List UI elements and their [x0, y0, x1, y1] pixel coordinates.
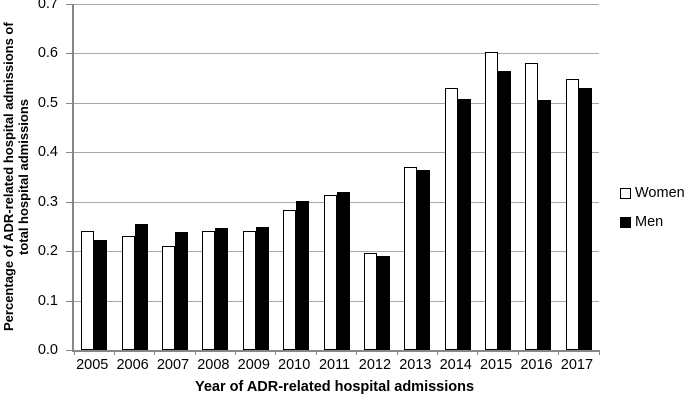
bar-group-2015 — [478, 51, 518, 350]
x-tick-label-2017: 2017 — [560, 357, 594, 373]
bar-men-2016 — [538, 100, 552, 350]
legend: Women Men — [620, 185, 685, 230]
bar-women-2014 — [444, 87, 458, 350]
bar-women-2016 — [525, 62, 539, 350]
x-tick-6 — [315, 350, 317, 355]
x-tick-label-2012: 2012 — [358, 357, 392, 373]
bar-group-2007 — [155, 232, 195, 350]
bar-group-2008 — [195, 228, 235, 350]
y-tick-0.4 — [66, 152, 72, 154]
bar-group-2014 — [438, 87, 478, 350]
x-tick-label-2010: 2010 — [278, 357, 311, 373]
bar-group-2005 — [74, 231, 114, 350]
bar-men-2014 — [457, 99, 471, 350]
bar-group-2013 — [397, 166, 437, 350]
gridline-0.5 — [74, 102, 599, 104]
x-axis-tick-labels: 2005 2006 2007 2008 2009 2010 2011 2012 2013 2014… — [72, 357, 597, 373]
bar-women-2009 — [242, 231, 256, 350]
y-tick-label-0.3: 0.3 — [37, 193, 58, 210]
y-tick-label-0.0: 0.0 — [37, 342, 58, 358]
men-swatch-icon — [620, 216, 631, 228]
bar-group-2010 — [276, 201, 316, 350]
bar-men-2008 — [215, 228, 229, 350]
x-tick-12 — [558, 350, 560, 355]
x-tick-2 — [154, 350, 156, 355]
bar-men-2011 — [336, 191, 350, 350]
y-tick-label-0.7: 0.7 — [37, 0, 58, 12]
bar-men-2010 — [296, 201, 310, 350]
x-tick-label-2005: 2005 — [76, 357, 109, 373]
gridline-0.4 — [74, 152, 599, 154]
y-tick-0.7 — [66, 4, 72, 5]
x-tick-10 — [477, 350, 479, 355]
bar-men-2007 — [174, 232, 188, 350]
x-tick-4 — [235, 350, 237, 355]
bar-women-2006 — [121, 235, 135, 350]
bar-women-2017 — [565, 78, 579, 350]
x-tick-label-2013: 2013 — [399, 357, 432, 373]
y-tick-0.2 — [66, 251, 72, 253]
x-tick-label-2007: 2007 — [156, 357, 190, 373]
y-tick-0.0 — [66, 350, 72, 351]
bar-series — [74, 4, 599, 350]
bar-women-2012 — [363, 253, 377, 350]
women-swatch-icon — [620, 187, 631, 199]
x-tick-5 — [275, 350, 277, 355]
x-tick-13 — [598, 350, 600, 355]
bar-group-2006 — [114, 224, 154, 350]
bar-group-2016 — [518, 62, 558, 350]
y-tick-label-0.4: 0.4 — [37, 144, 58, 161]
x-tick-3 — [194, 350, 196, 355]
x-tick-11 — [517, 350, 519, 355]
y-tick-label-0.1: 0.1 — [37, 292, 58, 309]
bar-women-2007 — [161, 245, 175, 350]
x-tick-1 — [113, 350, 115, 355]
bar-group-2012 — [357, 253, 397, 350]
bar-women-2005 — [81, 231, 95, 350]
bar-group-2017 — [559, 78, 599, 350]
x-tick-label-2016: 2016 — [520, 357, 553, 373]
legend-item-men: Men — [620, 214, 685, 230]
legend-label-women: Women — [635, 185, 685, 201]
x-tick-label-2008: 2008 — [197, 357, 230, 373]
y-tick-label-0.2: 0.2 — [37, 243, 58, 260]
bar-women-2011 — [323, 194, 337, 350]
y-tick-label-0.6: 0.6 — [37, 45, 58, 62]
x-tick-0 — [73, 350, 75, 355]
bar-men-2015 — [498, 71, 512, 350]
y-tick-0.1 — [66, 300, 72, 302]
x-tick-label-2015: 2015 — [479, 357, 513, 373]
x-tick-label-2011: 2011 — [318, 357, 351, 373]
y-tick-label-0.5: 0.5 — [37, 94, 58, 111]
bar-men-2017 — [578, 87, 592, 350]
bar-men-2005 — [94, 240, 108, 350]
plot-area — [66, 4, 600, 355]
x-tick-label-2014: 2014 — [439, 357, 472, 373]
x-tick-9 — [436, 350, 438, 355]
bar-women-2008 — [202, 230, 216, 350]
bar-men-2009 — [255, 226, 269, 350]
gridline-0.7 — [74, 4, 599, 5]
x-axis-title: Year of ADR-related hospital admissions — [194, 379, 475, 395]
bar-women-2010 — [283, 209, 297, 350]
y-tick-0.6 — [66, 53, 72, 55]
y-axis-tick-labels: 0.0 0.1 0.2 0.3 0.4 0.5 0.6 0.7 — [0, 0, 64, 358]
bar-men-2006 — [134, 224, 148, 350]
x-tick-7 — [356, 350, 358, 355]
legend-label-men: Men — [635, 214, 664, 230]
bar-women-2015 — [485, 51, 499, 350]
bar-group-2009 — [236, 226, 276, 350]
bar-men-2013 — [417, 170, 431, 350]
y-tick-0.3 — [66, 201, 72, 203]
bar-group-2011 — [316, 191, 356, 350]
x-tick-8 — [396, 350, 398, 355]
bar-men-2012 — [376, 255, 390, 350]
x-tick-label-2006: 2006 — [116, 357, 149, 373]
y-tick-0.5 — [66, 102, 72, 104]
gridline-0.6 — [74, 53, 599, 55]
x-tick-label-2009: 2009 — [237, 357, 270, 373]
legend-item-women: Women — [620, 185, 685, 201]
bar-women-2013 — [404, 166, 418, 350]
